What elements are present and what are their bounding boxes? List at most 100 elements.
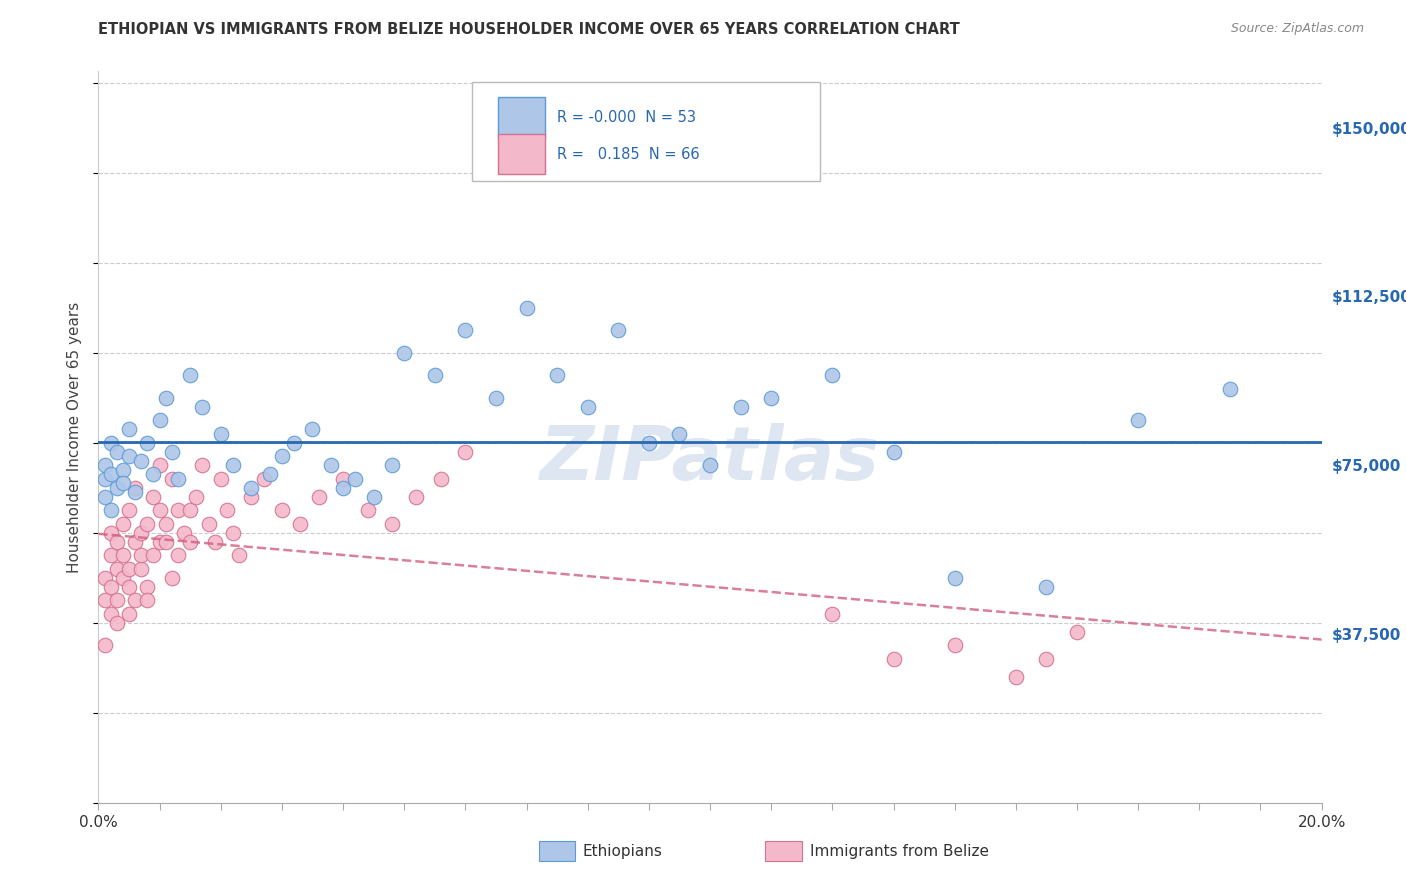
Point — [118, 422, 141, 436]
Point — [160, 571, 183, 585]
Point — [105, 534, 128, 549]
Point — [100, 525, 122, 540]
Point — [209, 426, 232, 441]
Point — [155, 516, 177, 531]
Bar — [498, 134, 546, 174]
Point — [179, 534, 201, 549]
Point — [197, 516, 219, 531]
Text: R =   0.185  N = 66: R = 0.185 N = 66 — [557, 146, 700, 161]
Point — [381, 516, 404, 531]
Point — [100, 435, 122, 450]
Text: ETHIOPIAN VS IMMIGRANTS FROM BELIZE HOUSEHOLDER INCOME OVER 65 YEARS CORRELATION: ETHIOPIAN VS IMMIGRANTS FROM BELIZE HOUS… — [98, 22, 960, 37]
Point — [149, 413, 172, 427]
Point — [283, 435, 305, 450]
Y-axis label: Householder Income Over 65 years: Householder Income Over 65 years — [67, 301, 83, 573]
Text: Immigrants from Belize: Immigrants from Belize — [810, 844, 990, 859]
Point — [155, 534, 177, 549]
Point — [821, 607, 844, 621]
Point — [191, 458, 214, 473]
Point — [209, 472, 232, 486]
Point — [129, 525, 152, 540]
Point — [136, 593, 159, 607]
Point — [118, 562, 141, 576]
Point — [240, 481, 263, 495]
Point — [136, 516, 159, 531]
Point — [105, 562, 128, 576]
Point — [136, 435, 159, 450]
Point — [118, 580, 141, 594]
Point — [215, 503, 238, 517]
Point — [105, 593, 128, 607]
Point — [149, 534, 172, 549]
Point — [290, 516, 312, 531]
Point — [111, 476, 134, 491]
Point — [160, 472, 183, 486]
Point — [93, 458, 115, 473]
Point — [142, 490, 165, 504]
Point — [759, 391, 782, 405]
Point — [100, 467, 122, 482]
Point — [1219, 382, 1241, 396]
Point — [105, 481, 128, 495]
Point — [516, 301, 538, 315]
Point — [179, 368, 201, 383]
Point — [405, 490, 427, 504]
Point — [100, 548, 122, 562]
Point — [129, 548, 152, 562]
Point — [576, 400, 599, 414]
Point — [124, 481, 146, 495]
Point — [637, 435, 661, 450]
Point — [228, 548, 250, 562]
Point — [430, 472, 453, 486]
Point — [105, 444, 128, 458]
Point — [1066, 624, 1088, 639]
Point — [142, 467, 165, 482]
Text: Ethiopians: Ethiopians — [583, 844, 662, 859]
Point — [167, 503, 190, 517]
Point — [344, 472, 367, 486]
Point — [1128, 413, 1150, 427]
Point — [93, 472, 115, 486]
Bar — [538, 841, 575, 862]
Point — [179, 503, 201, 517]
Point — [943, 638, 966, 652]
Point — [222, 458, 245, 473]
Point — [392, 345, 416, 359]
Point — [111, 571, 134, 585]
Point — [381, 458, 404, 473]
Point — [100, 607, 122, 621]
Point — [118, 607, 141, 621]
Point — [155, 391, 177, 405]
Point — [191, 400, 214, 414]
Point — [270, 449, 292, 463]
Point — [332, 481, 354, 495]
Point — [204, 534, 226, 549]
Point — [332, 472, 354, 486]
Point — [943, 571, 966, 585]
Point — [111, 463, 134, 477]
Point — [149, 458, 172, 473]
Point — [423, 368, 446, 383]
Point — [730, 400, 752, 414]
Point — [319, 458, 342, 473]
Text: Source: ZipAtlas.com: Source: ZipAtlas.com — [1230, 22, 1364, 36]
Point — [252, 472, 274, 486]
FancyBboxPatch shape — [471, 82, 820, 181]
Point — [356, 503, 378, 517]
Point — [1004, 670, 1026, 684]
Point — [167, 472, 190, 486]
Point — [142, 548, 165, 562]
Point — [363, 490, 385, 504]
Point — [124, 485, 146, 500]
Point — [454, 323, 477, 337]
Point — [699, 458, 721, 473]
Point — [301, 422, 323, 436]
Point — [240, 490, 263, 504]
Point — [607, 323, 630, 337]
Point — [454, 444, 477, 458]
Point — [105, 615, 128, 630]
Point — [167, 548, 190, 562]
Text: R = -0.000  N = 53: R = -0.000 N = 53 — [557, 110, 696, 125]
Point — [118, 503, 141, 517]
Point — [270, 503, 292, 517]
